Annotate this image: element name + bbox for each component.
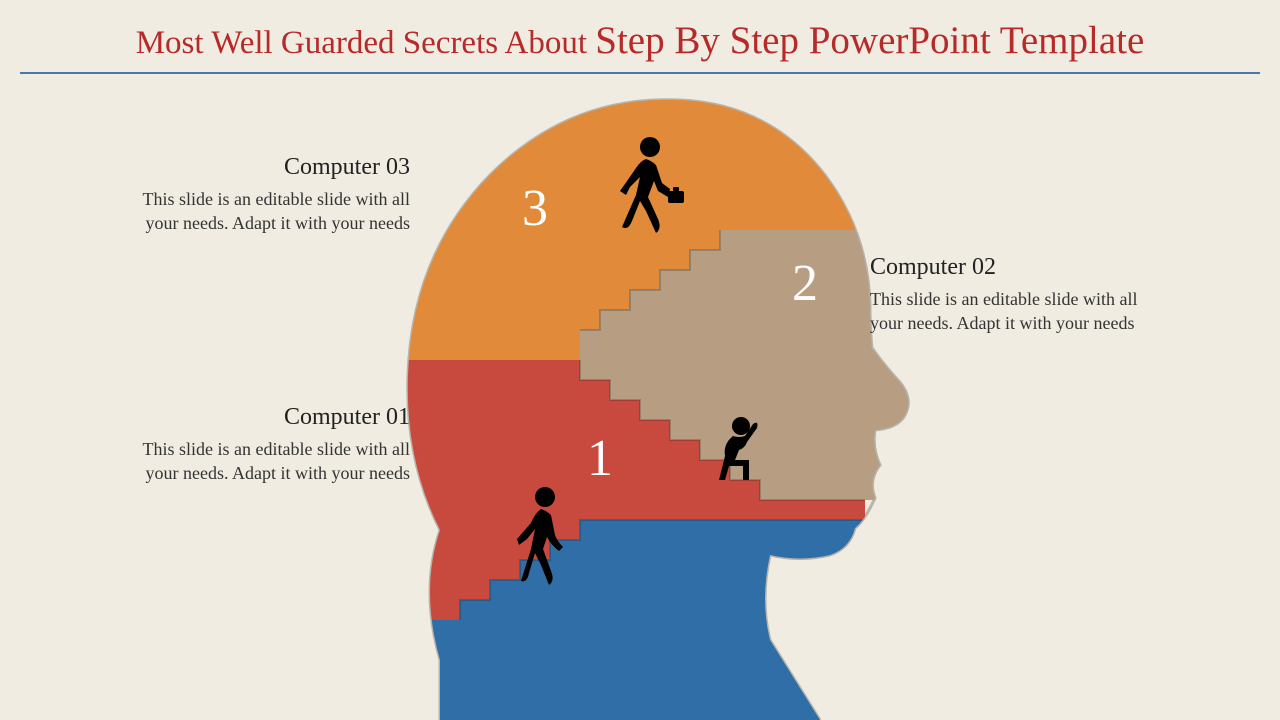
step3-body: This slide is an editable slide with all…	[140, 187, 410, 236]
step1-title: Computer 01	[140, 404, 410, 431]
step3-title: Computer 03	[140, 154, 410, 181]
step3-text: Computer 03 This slide is an editable sl…	[140, 154, 410, 236]
head-steps-diagram: 1 2 3	[0, 0, 1280, 720]
step-number-2: 2	[792, 255, 818, 312]
step-number-3: 3	[522, 180, 548, 237]
step2-text: Computer 02 This slide is an editable sl…	[870, 254, 1140, 336]
step1-body: This slide is an editable slide with all…	[140, 437, 410, 486]
step2-title: Computer 02	[870, 254, 1140, 281]
step1-text: Computer 01 This slide is an editable sl…	[140, 404, 410, 486]
step-number-1: 1	[587, 430, 613, 487]
step2-body: This slide is an editable slide with all…	[870, 287, 1140, 336]
